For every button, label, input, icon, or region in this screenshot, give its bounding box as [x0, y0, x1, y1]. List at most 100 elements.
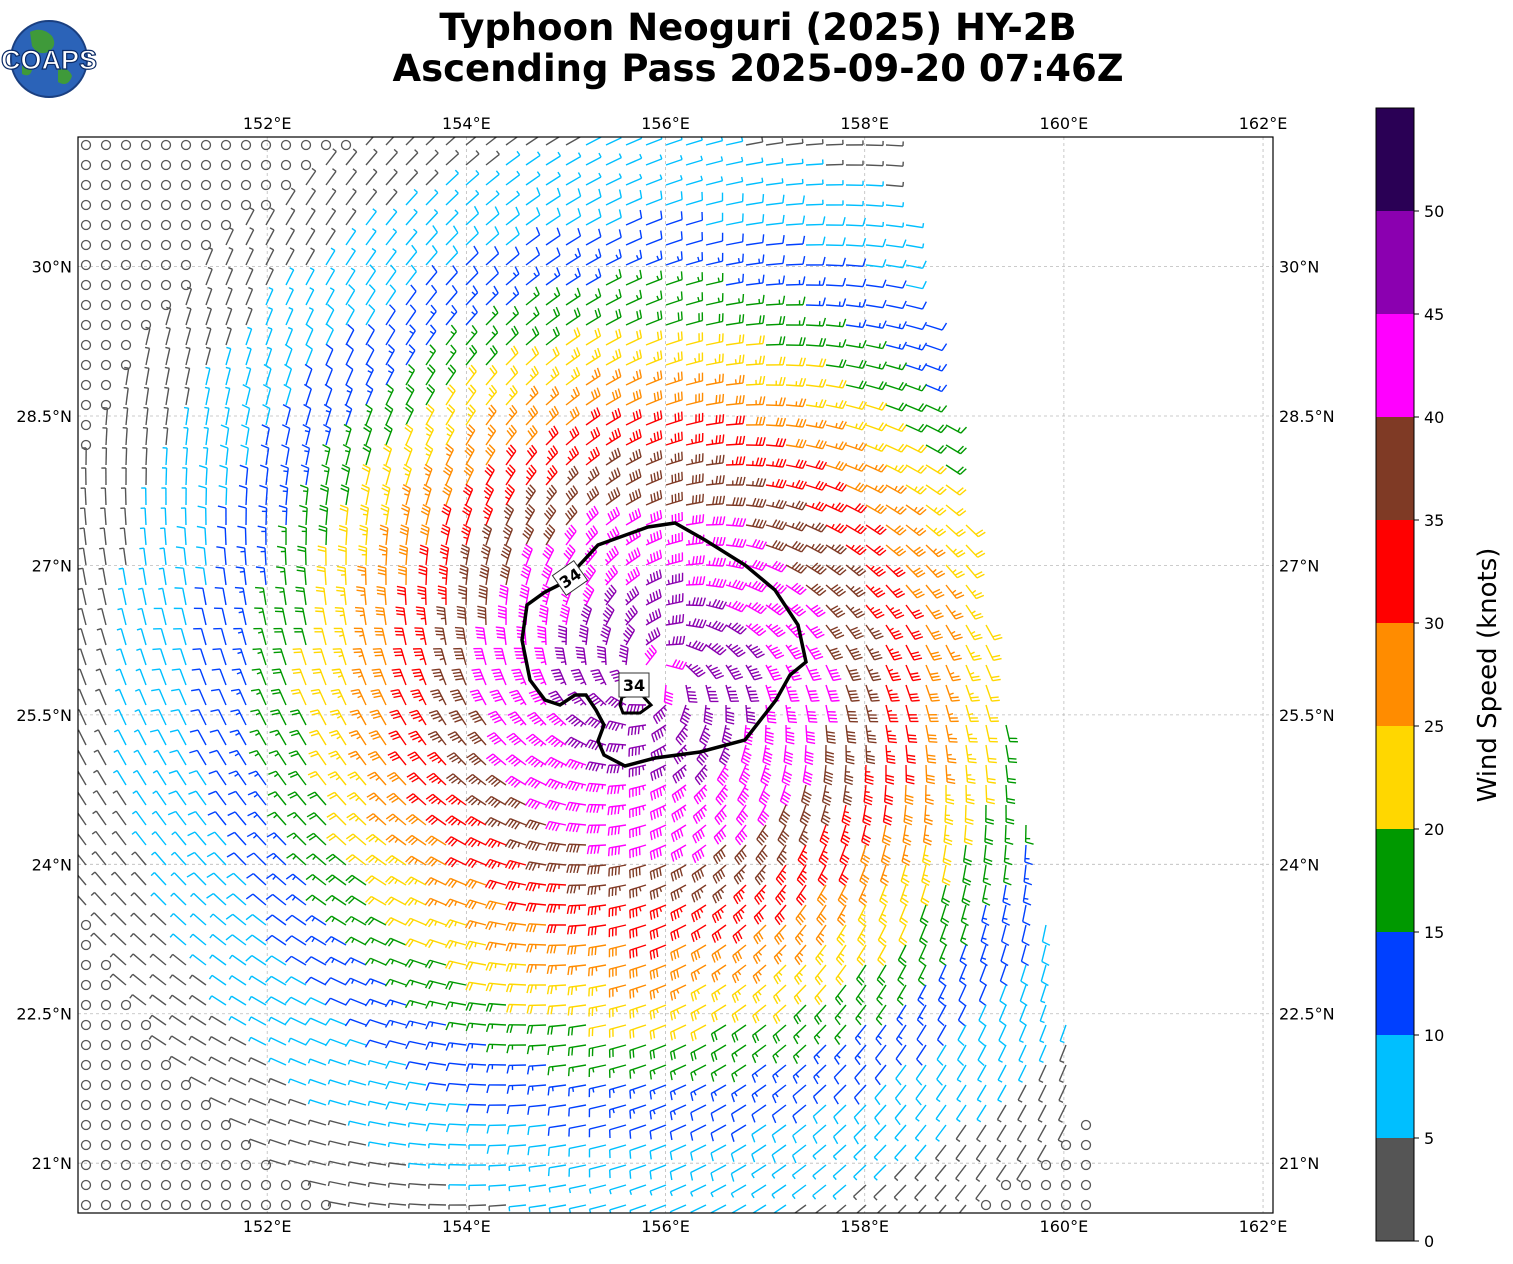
wind-barb: [365, 343, 375, 366]
colorbar-bin: [1376, 211, 1414, 314]
wind-barb: [365, 304, 376, 326]
wind-barb: [785, 316, 806, 326]
wind-barb: [785, 215, 806, 226]
wind-barb: [365, 247, 377, 266]
wind-barb: [545, 171, 561, 186]
wind-barb: [525, 226, 541, 246]
wind-barb: [765, 158, 784, 166]
wind-barb: [185, 286, 193, 306]
wind-barb: [285, 326, 294, 346]
wind-barb: [805, 337, 827, 347]
wind-calm-marker: [100, 299, 112, 311]
wind-calm-marker: [80, 299, 92, 311]
wind-barb: [825, 277, 847, 287]
wind-barb: [285, 227, 296, 246]
wind-barb: [585, 172, 602, 186]
wind-barb: [425, 149, 439, 166]
wind-calm-marker: [100, 159, 112, 171]
wind-barb: [865, 221, 885, 228]
wind-calm-marker: [260, 159, 272, 171]
wind-barb: [385, 168, 398, 186]
wind-barb: [245, 266, 254, 286]
wind-barb: [505, 150, 521, 166]
wind-barb: [185, 306, 192, 326]
wind-barb: [745, 234, 765, 246]
wind-barb: [385, 363, 395, 386]
wind-barb: [585, 152, 602, 166]
wind-barb: [525, 151, 541, 166]
wind-barb: [805, 216, 826, 226]
wind-barb: [265, 207, 275, 226]
wind-barb: [445, 225, 459, 246]
wind-calm-marker: [120, 259, 132, 271]
wind-barb: [765, 255, 785, 266]
wind-calm-marker: [180, 279, 192, 291]
wind-barb: [445, 245, 459, 266]
wind-barb: [625, 269, 643, 286]
lon-tick-label: 156°E: [641, 1217, 690, 1236]
wind-barb: [405, 208, 418, 226]
wind-barb: [305, 287, 315, 306]
wind-barb: [585, 208, 602, 226]
wind-barb: [585, 268, 602, 286]
wind-barb: [785, 337, 806, 347]
contour-label-2-text: 34: [623, 676, 645, 695]
wind-calm-marker: [160, 219, 172, 231]
wind-barb: [285, 187, 296, 206]
wind-barb: [605, 308, 622, 326]
wind-barb: [565, 347, 581, 366]
wind-barb: [845, 180, 864, 186]
wind-barb: [385, 137, 395, 146]
wind-calm-marker: [200, 199, 212, 211]
wind-calm-marker: [160, 199, 172, 211]
wind-barb: [445, 364, 457, 386]
wind-barb: [685, 292, 704, 306]
wind-barb: [645, 350, 663, 366]
wind-barb: [905, 363, 928, 372]
map-background: [78, 137, 1273, 1213]
wind-calm-marker: [80, 159, 92, 171]
wind-barb: [905, 342, 928, 351]
chart-title-line2: Ascending Pass 2025-09-20 07:46Z: [392, 47, 1124, 90]
wind-barb: [805, 179, 824, 186]
wind-barb: [745, 274, 765, 286]
wind-barb: [665, 231, 683, 246]
chart-title-line1: Typhoon Neoguri (2025) HY-2B: [439, 6, 1077, 49]
wind-barb: [685, 332, 704, 346]
wind-calm-marker: [160, 299, 172, 311]
wind-barb: [465, 305, 478, 326]
wind-barb: [665, 211, 683, 226]
wind-calm-marker: [160, 239, 172, 251]
wind-barb: [304, 363, 313, 386]
wind-barb: [545, 306, 561, 326]
wind-calm-marker: [80, 379, 92, 391]
wind-barb: [305, 267, 315, 286]
wind-barb: [625, 137, 643, 146]
wind-barb: [825, 237, 846, 247]
wind-calm-marker: [80, 199, 92, 211]
wind-barb: [385, 228, 398, 246]
wind-barb: [845, 359, 867, 369]
wind-barb: [725, 354, 745, 366]
wind-barb: [465, 324, 478, 346]
wind-barb: [805, 256, 826, 266]
wind-barb: [425, 284, 438, 306]
wind-barb: [565, 307, 581, 326]
wind-barb: [725, 213, 744, 226]
wind-calm-marker: [200, 139, 212, 151]
wind-barb: [325, 168, 337, 186]
wind-barb: [865, 320, 887, 329]
wind-barb: [745, 137, 764, 146]
wind-barb: [625, 309, 643, 326]
wind-calm-marker: [80, 339, 92, 351]
wind-barb: [345, 363, 354, 386]
wind-barb: [605, 288, 622, 306]
wind-barb: [345, 208, 357, 226]
wind-barb: [485, 190, 500, 206]
wind-barb: [865, 140, 884, 147]
wind-barb: [225, 366, 231, 386]
wind-barb: [485, 345, 498, 366]
wind-barb: [785, 296, 806, 306]
wind-barb: [705, 353, 724, 366]
wind-barb: [505, 226, 520, 246]
